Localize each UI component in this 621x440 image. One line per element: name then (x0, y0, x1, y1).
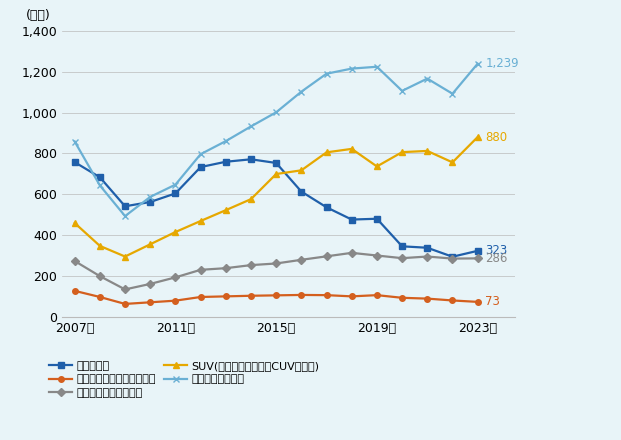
乗用車小計 (474, 248, 481, 253)
ミニバン、フルサイズバン (197, 294, 204, 300)
乗用車小計 (373, 216, 381, 221)
乗用車小計 (424, 245, 431, 250)
乗用車小計 (172, 191, 179, 196)
ピックアップトラック (424, 254, 431, 259)
ミニバン、フルサイズバン (323, 293, 330, 298)
小型トラック小計 (424, 76, 431, 81)
ピックアップトラック (96, 274, 104, 279)
Text: 1,239: 1,239 (485, 57, 519, 70)
小型トラック小計 (474, 61, 481, 66)
SUV(スポーツワゴン、CUVを含む) (399, 150, 406, 155)
ピックアップトラック (323, 254, 330, 259)
SUV(スポーツワゴン、CUVを含む) (222, 208, 230, 213)
乗用車小計 (247, 157, 255, 162)
SUV(スポーツワゴン、CUVを含む) (273, 171, 280, 176)
乗用車小計 (348, 217, 355, 222)
Line: SUV(スポーツワゴン、CUVを含む): SUV(スポーツワゴン、CUVを含む) (72, 134, 481, 259)
乗用車小計 (399, 244, 406, 249)
SUV(スポーツワゴン、CUVを含む) (474, 134, 481, 139)
ピックアップトラック (71, 258, 78, 264)
乗用車小計 (197, 165, 204, 170)
ミニバン、フルサイズバン (222, 294, 230, 299)
ピックアップトラック (197, 267, 204, 272)
小型トラック小計 (348, 66, 355, 71)
Line: ピックアップトラック: ピックアップトラック (72, 250, 481, 292)
ミニバン、フルサイズバン (247, 293, 255, 298)
SUV(スポーツワゴン、CUVを含む) (247, 197, 255, 202)
ミニバン、フルサイズバン (96, 294, 104, 300)
乗用車小計 (121, 204, 129, 209)
Line: 乗用車小計: 乗用車小計 (72, 157, 481, 260)
乗用車小計 (147, 199, 154, 205)
SUV(スポーツワゴン、CUVを含む) (147, 242, 154, 247)
SUV(スポーツワゴン、CUVを含む) (71, 220, 78, 226)
SUV(スポーツワゴン、CUVを含む) (197, 218, 204, 224)
乗用車小計 (323, 205, 330, 210)
ピックアップトラック (147, 281, 154, 286)
乗用車小計 (273, 160, 280, 165)
小型トラック小計 (323, 71, 330, 76)
SUV(スポーツワゴン、CUVを含む) (449, 160, 456, 165)
ミニバン、フルサイズバン (399, 295, 406, 301)
小型トラック小計 (147, 194, 154, 199)
Line: ミニバン、フルサイズバン: ミニバン、フルサイズバン (72, 288, 481, 307)
Text: 880: 880 (485, 131, 507, 143)
SUV(スポーツワゴン、CUVを含む) (348, 146, 355, 151)
SUV(スポーツワゴン、CUVを含む) (323, 150, 330, 155)
小型トラック小計 (121, 213, 129, 219)
Text: 323: 323 (485, 244, 507, 257)
ミニバン、フルサイズバン (348, 294, 355, 299)
ピックアップトラック (373, 253, 381, 258)
ミニバン、フルサイズバン (449, 298, 456, 303)
SUV(スポーツワゴン、CUVを含む) (297, 168, 305, 173)
SUV(スポーツワゴン、CUVを含む) (172, 229, 179, 235)
小型トラック小計 (172, 182, 179, 187)
ミニバン、フルサイズバン (147, 300, 154, 305)
小型トラック小計 (449, 91, 456, 96)
Text: 286: 286 (485, 252, 507, 265)
Text: 73: 73 (485, 295, 500, 308)
ピックアップトラック (121, 287, 129, 292)
Text: (万台): (万台) (26, 9, 50, 22)
ミニバン、フルサイズバン (297, 292, 305, 297)
ピックアップトラック (172, 275, 179, 280)
小型トラック小計 (222, 139, 230, 144)
ミニバン、フルサイズバン (474, 299, 481, 304)
ピックアップトラック (247, 263, 255, 268)
SUV(スポーツワゴン、CUVを含む) (373, 164, 381, 169)
ピックアップトラック (222, 265, 230, 271)
ミニバン、フルサイズバン (172, 298, 179, 303)
ピックアップトラック (399, 256, 406, 261)
ミニバン、フルサイズバン (71, 288, 78, 293)
ミニバン、フルサイズバン (424, 296, 431, 301)
ピックアップトラック (297, 257, 305, 262)
小型トラック小計 (399, 88, 406, 93)
Line: 小型トラック小計: 小型トラック小計 (71, 60, 481, 220)
乗用車小計 (71, 160, 78, 165)
小型トラック小計 (247, 124, 255, 129)
乗用車小計 (96, 175, 104, 180)
小型トラック小計 (71, 139, 78, 144)
ピックアップトラック (474, 256, 481, 261)
小型トラック小計 (273, 110, 280, 115)
乗用車小計 (449, 254, 456, 259)
小型トラック小計 (373, 64, 381, 70)
SUV(スポーツワゴン、CUVを含む) (96, 243, 104, 249)
SUV(スポーツワゴン、CUVを含む) (121, 254, 129, 259)
小型トラック小計 (96, 183, 104, 188)
ミニバン、フルサイズバン (373, 293, 381, 298)
ミニバン、フルサイズバン (121, 301, 129, 307)
小型トラック小計 (197, 151, 204, 157)
小型トラック小計 (297, 89, 305, 94)
Legend: 乗用車小計, ミニバン、フルサイズバン, ピックアップトラック, SUV(スポーツワゴン、CUVを含む), 小型トラック小計: 乗用車小計, ミニバン、フルサイズバン, ピックアップトラック, SUV(スポー… (45, 357, 324, 402)
ピックアップトラック (449, 256, 456, 261)
ミニバン、フルサイズバン (273, 293, 280, 298)
SUV(スポーツワゴン、CUVを含む) (424, 148, 431, 154)
乗用車小計 (222, 159, 230, 165)
ピックアップトラック (273, 261, 280, 266)
乗用車小計 (297, 189, 305, 194)
ピックアップトラック (348, 250, 355, 256)
